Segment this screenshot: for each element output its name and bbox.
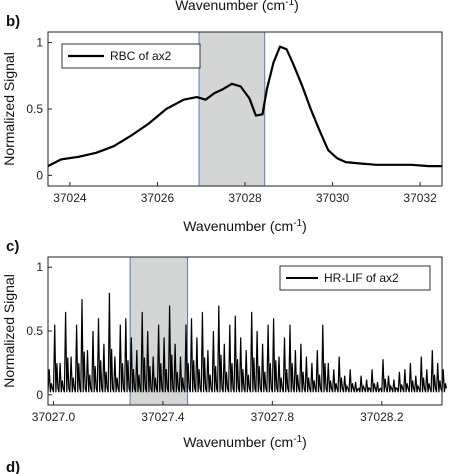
panel-b-x-tick-label: 37028 bbox=[228, 191, 262, 205]
panel-c-legend: HR-LIF of ax2 bbox=[279, 265, 431, 291]
panel-b-xlabel: Wavenumber (cm-1) bbox=[183, 218, 307, 235]
panel-b-y-tick-label: 0 bbox=[36, 168, 43, 182]
panel-c-x-tick-label: 37028.2 bbox=[360, 410, 404, 424]
panel-b-y-tick-label: 1 bbox=[36, 36, 43, 50]
panel-b-legend: RBC of ax2 bbox=[61, 43, 201, 69]
panel-b-y-ticks: 00.51 bbox=[26, 36, 52, 182]
panel-c-x-tick-label: 37027.0 bbox=[32, 410, 76, 424]
top-cut-xlabel: Wavenumber (cm-1) bbox=[175, 0, 299, 13]
panel-b-x-tick-label: 37026 bbox=[141, 191, 175, 205]
bottom-cut-panel-label: d) bbox=[6, 459, 20, 474]
panel-c-x-tick-label: 37027.4 bbox=[141, 410, 185, 424]
panel-b-label: b) bbox=[6, 13, 20, 30]
panel-c-label: c) bbox=[6, 238, 19, 255]
panel-b-legend-label: RBC of ax2 bbox=[110, 49, 172, 63]
panel-c-xlabel: Wavenumber (cm-1) bbox=[183, 434, 307, 451]
panel-c-x-ticks: 37027.0 37027.4 37027.8 37028.2 bbox=[32, 401, 404, 424]
panel-c-legend-label: HR-LIF of ax2 bbox=[324, 271, 399, 285]
panel-b-y-tick-label: 0.5 bbox=[26, 102, 43, 116]
panel-c-series-line bbox=[47, 292, 447, 393]
panel-b-series-line bbox=[47, 45, 442, 168]
panel-c-y-ticks: 00.51 bbox=[26, 260, 52, 402]
panel-b: b) 37024 37026 37028 37030 37032 00.51 Norma… bbox=[1, 13, 443, 235]
panel-c: c) 37027.0 37027.4 37027.8 37028.2 00.51 No… bbox=[1, 238, 447, 451]
panel-b-x-tick-label: 37032 bbox=[403, 191, 437, 205]
panel-c-ylabel: Normalized Signal bbox=[1, 274, 17, 388]
panel-b-highlight-band bbox=[199, 32, 265, 186]
panel-c-x-tick-label: 37027.8 bbox=[251, 410, 295, 424]
panel-c-y-tick-label: 0.5 bbox=[26, 324, 43, 338]
panel-b-x-tick-label: 37024 bbox=[53, 191, 87, 205]
panel-c-y-tick-label: 0 bbox=[36, 388, 43, 402]
panel-b-ylabel: Normalized Signal bbox=[1, 52, 17, 166]
panel-b-x-tick-label: 37030 bbox=[316, 191, 350, 205]
panel-c-y-tick-label: 1 bbox=[36, 260, 43, 274]
panel-b-x-ticks: 37024 37026 37028 37030 37032 bbox=[53, 182, 437, 205]
